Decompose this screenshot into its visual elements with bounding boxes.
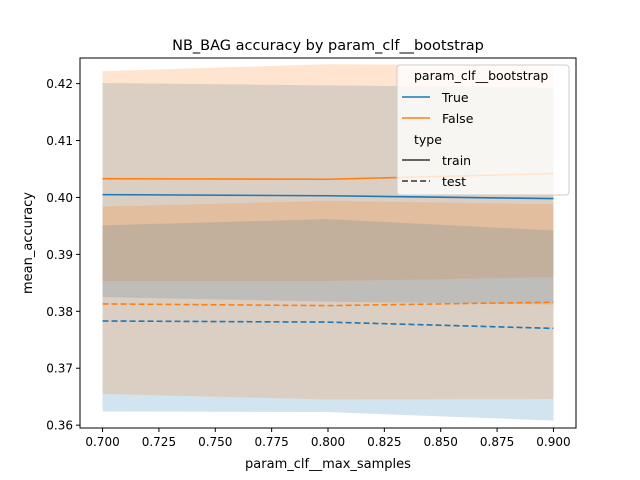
y-tick-label: 0.36 (46, 419, 73, 433)
y-tick-label: 0.42 (46, 77, 73, 91)
x-tick-label: 0.700 (85, 435, 119, 449)
ci-band-false-test (102, 200, 554, 400)
x-axis-ticks: 0.700 0.725 0.750 0.775 0.800 0.825 0.850 0.875… (85, 428, 571, 449)
y-axis-ticks: 0.36 0.37 0.38 0.39 0.40 0.41 0.42 (46, 77, 80, 433)
x-tick-label: 0.725 (142, 435, 176, 449)
y-tick-label: 0.37 (46, 362, 73, 376)
legend: param_clf__bootstrap True False type tra… (396, 64, 570, 196)
x-axis-label: param_clf__max_samples (245, 457, 411, 472)
x-tick-label: 0.825 (367, 435, 401, 449)
legend-hue-title: param_clf__bootstrap (414, 68, 548, 83)
x-tick-label: 0.775 (254, 435, 288, 449)
series-line-true-train (102, 193, 554, 200)
ci-band-true-test (102, 219, 554, 421)
legend-test-label: test (442, 174, 466, 189)
series-line-false-test (102, 301, 554, 307)
x-tick-label: 0.750 (198, 435, 232, 449)
series-line-true-test (102, 320, 554, 330)
x-tick-label: 0.850 (424, 435, 458, 449)
y-tick-label: 0.38 (46, 305, 73, 319)
y-axis-label: mean_accuracy (21, 192, 36, 294)
y-tick-label: 0.39 (46, 248, 73, 262)
x-tick-label: 0.800 (311, 435, 345, 449)
y-tick-label: 0.40 (46, 191, 73, 205)
legend-true-label: True (441, 90, 469, 105)
x-tick-label: 0.900 (536, 435, 570, 449)
y-tick-label: 0.41 (46, 134, 73, 148)
legend-style-title: type (414, 132, 442, 147)
legend-train-label: train (442, 153, 471, 168)
legend-box (396, 64, 570, 196)
chart-title: NB_BAG accuracy by param_clf__bootstrap (172, 38, 484, 54)
x-tick-label: 0.875 (480, 435, 514, 449)
legend-false-label: False (442, 111, 474, 126)
